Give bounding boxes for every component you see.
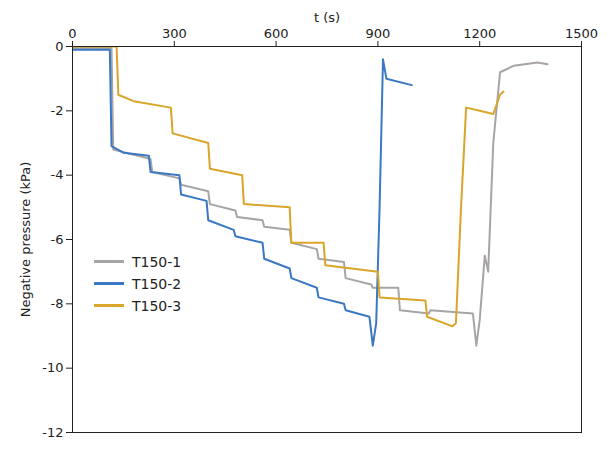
svg-text:-2: -2	[51, 103, 64, 118]
svg-text:-12: -12	[42, 425, 63, 440]
svg-text:0: 0	[68, 26, 76, 41]
svg-text:300: 300	[162, 26, 187, 41]
html-text:T150-2: T150-2	[132, 275, 182, 292]
svg-text:0: 0	[55, 39, 63, 54]
svg-text:t (s): t (s)	[314, 10, 340, 25]
svg-text:-4: -4	[51, 167, 64, 182]
svg-text:-6: -6	[51, 232, 64, 247]
html-text:T150-1: T150-1	[132, 253, 182, 270]
svg-text:900: 900	[365, 26, 390, 41]
svg-text:1500: 1500	[565, 26, 598, 41]
svg-text:-8: -8	[51, 296, 64, 311]
svg-text:1200: 1200	[463, 26, 496, 41]
svg-text:-10: -10	[42, 360, 63, 375]
html-text:T150-3: T150-3	[132, 297, 182, 314]
svg-text:600: 600	[264, 26, 289, 41]
svg-text:Negative pressure (kPa): Negative pressure (kPa)	[18, 162, 33, 318]
